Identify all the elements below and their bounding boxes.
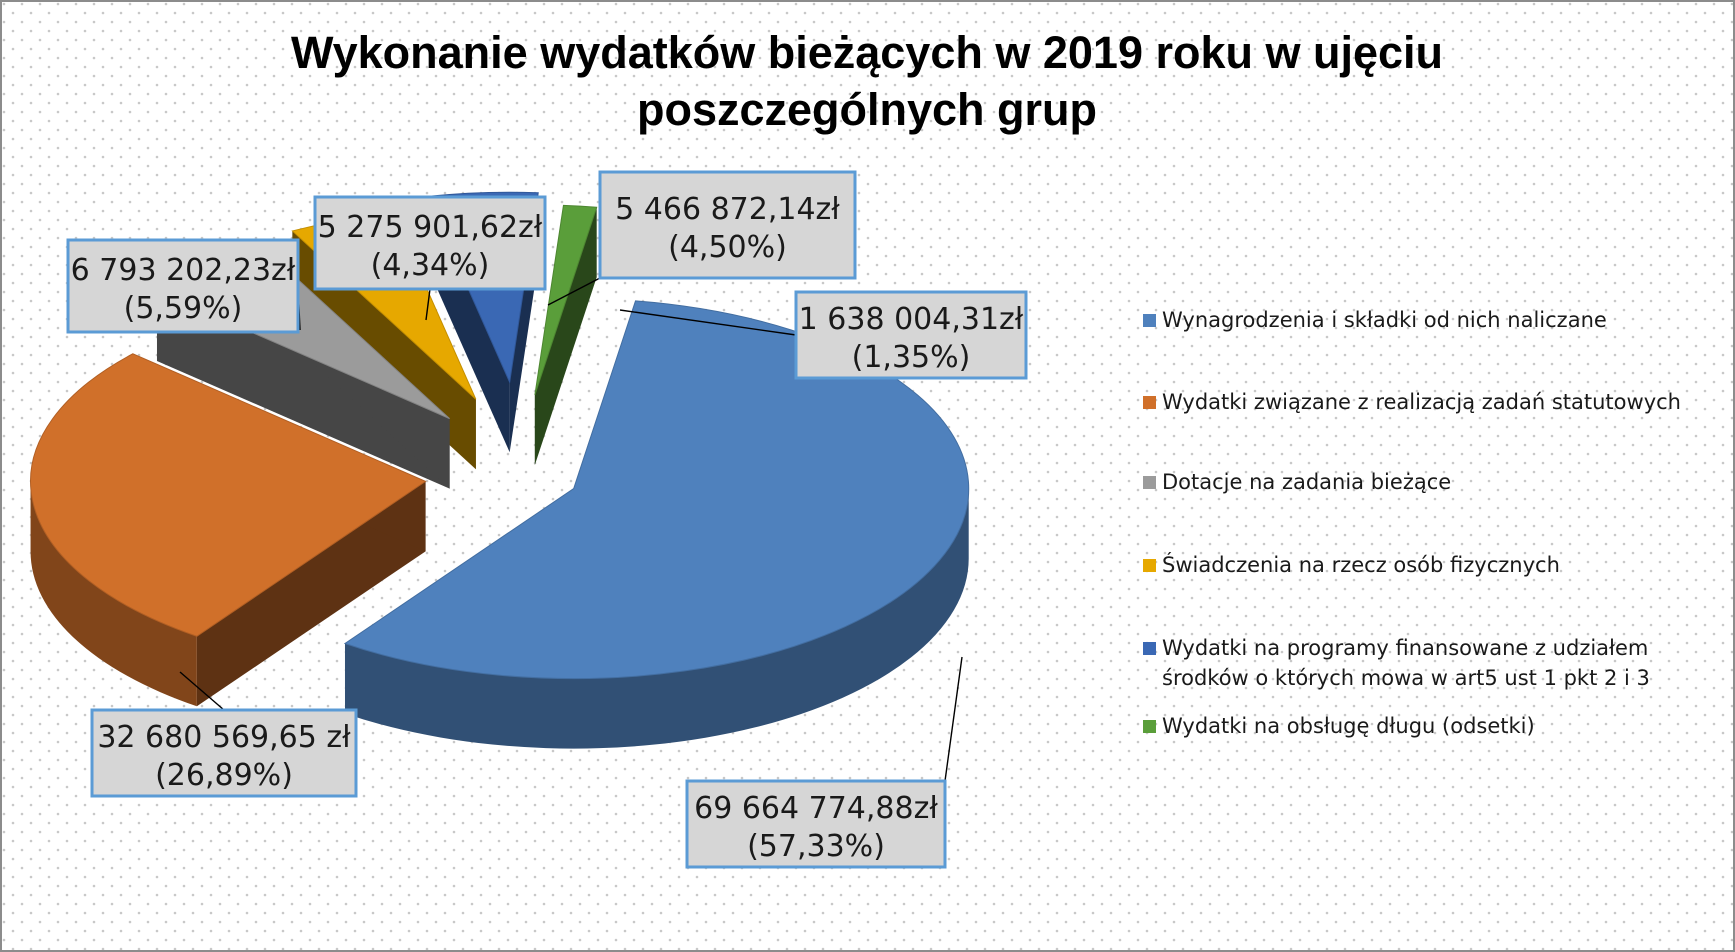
chart-title-line-1: Wykonanie wydatków bieżących w 2019 roku… xyxy=(291,27,1443,78)
data-labels: 69 664 774,88zł(57,33%)32 680 569,65 zł(… xyxy=(66,170,1028,869)
leader-line-4 xyxy=(547,277,601,306)
data-label-value-2: 6 793 202,23zł xyxy=(71,253,296,288)
slice-1-rim-0 xyxy=(30,481,197,707)
data-label-box-5 xyxy=(794,290,1028,380)
slice-1-top xyxy=(30,353,427,637)
leader-line-0 xyxy=(944,656,963,782)
slice-1-side-0 xyxy=(196,481,426,707)
data-label-box-3 xyxy=(313,195,547,291)
legend-label-3: Świadczenia na rzecz osób fizycznych xyxy=(1162,552,1560,577)
legend: Wynagrodzenia i składki od nich naliczan… xyxy=(1143,308,1681,738)
legend-label-5: Wydatki na obsługę długu (odsetki) xyxy=(1162,714,1535,738)
legend-swatch-5 xyxy=(1143,720,1156,733)
leader-line-1 xyxy=(179,671,225,711)
data-label-percent-2: (5,59%) xyxy=(124,291,243,326)
legend-label-4-line-0: Wydatki na programy finansowane z udział… xyxy=(1162,636,1648,660)
slice-2-side-0 xyxy=(156,290,450,489)
data-label-box-4 xyxy=(598,170,857,280)
slice-5-top xyxy=(534,204,598,396)
data-label-percent-0: (57,33%) xyxy=(747,829,885,864)
data-label-percent-4: (4,50%) xyxy=(668,230,787,265)
legend-swatch-3 xyxy=(1143,559,1156,572)
legend-swatch-4 xyxy=(1143,642,1156,655)
data-label-value-4: 5 466 872,14zł xyxy=(615,192,840,227)
data-label-value-0: 69 664 774,88zł xyxy=(694,791,938,826)
chart-title-line-2: poszczególnych grup xyxy=(637,84,1097,135)
legend-swatch-2 xyxy=(1143,476,1156,489)
slice-5-side-1 xyxy=(534,207,597,465)
legend-label-4-line-1: środków o których mowa w art5 ust 1 pkt … xyxy=(1162,666,1650,690)
data-label-percent-3: (4,34%) xyxy=(371,248,490,283)
legend-label-0: Wynagrodzenia i składki od nich naliczan… xyxy=(1162,308,1607,332)
data-label-box-2 xyxy=(66,238,300,334)
legend-label-2: Dotacje na zadania bieżące xyxy=(1162,470,1451,494)
slice-0-rim-0 xyxy=(344,488,969,749)
pie-slices xyxy=(30,191,970,749)
data-label-box-1 xyxy=(90,708,358,798)
data-label-value-1: 32 680 569,65 zł xyxy=(97,720,351,755)
data-label-percent-5: (1,35%) xyxy=(852,340,971,375)
leader-line-3 xyxy=(425,288,431,321)
data-label-value-5: 1 638 004,31zł xyxy=(799,302,1024,337)
leader-line-5 xyxy=(619,309,797,336)
data-label-percent-1: (26,89%) xyxy=(155,758,293,793)
legend-swatch-0 xyxy=(1143,314,1156,327)
legend-label-1: Wydatki związane z realizacją zadań stat… xyxy=(1162,390,1681,414)
data-label-value-3: 5 275 901,62zł xyxy=(318,210,543,245)
legend-swatch-1 xyxy=(1143,396,1156,409)
data-label-box-0 xyxy=(685,779,947,869)
